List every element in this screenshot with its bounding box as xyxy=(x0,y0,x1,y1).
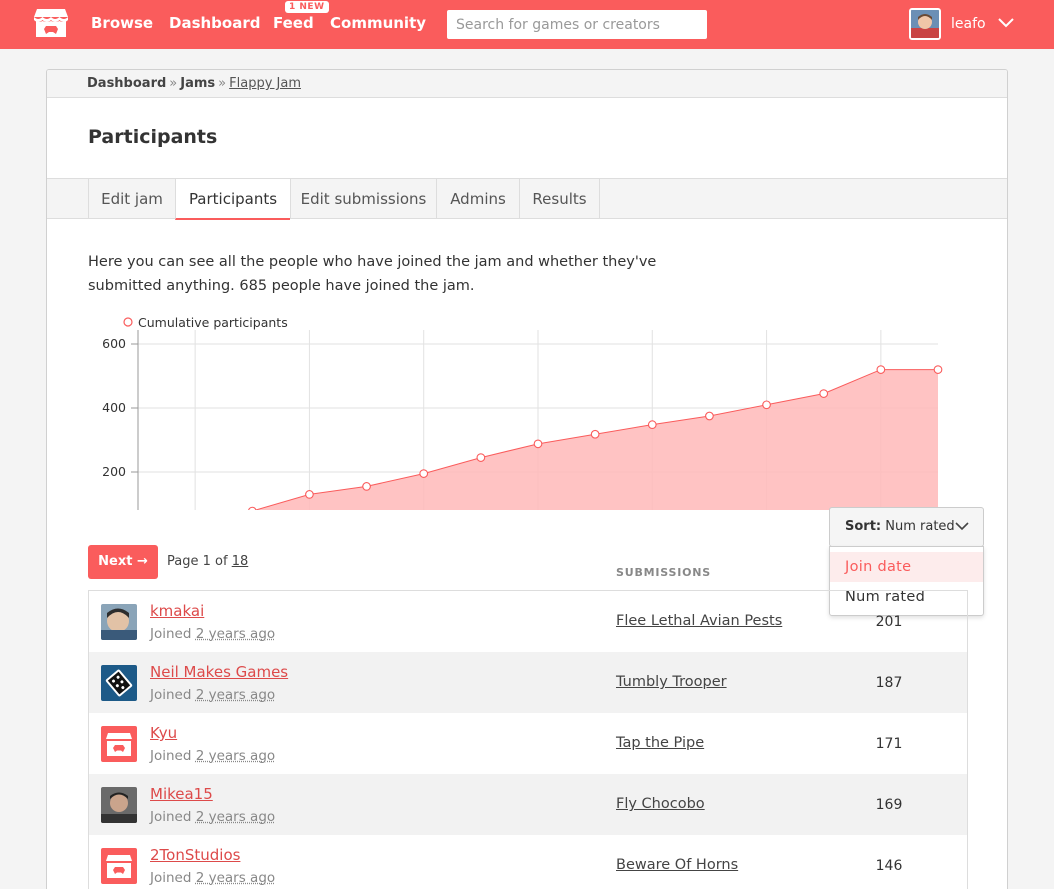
participants-table: kmakai Joined 2 years ago Flee Lethal Av… xyxy=(88,590,968,889)
data-point xyxy=(706,412,714,420)
data-point xyxy=(648,421,656,429)
rating-count: 146 xyxy=(869,858,909,874)
tab-admins[interactable]: Admins xyxy=(436,179,519,219)
submissions-column-header: SUBMISSIONS xyxy=(616,566,711,579)
participant-name[interactable]: Kyu xyxy=(150,724,177,742)
user-avatar[interactable] xyxy=(909,8,941,40)
joined-prefix: Joined xyxy=(150,809,191,825)
breadcrumb-dashboard[interactable]: Dashboard xyxy=(87,76,166,91)
table-row: Neil Makes Games Joined 2 years ago Tumb… xyxy=(89,652,967,713)
submission-link[interactable]: Flee Lethal Avian Pests xyxy=(616,613,782,629)
chevron-down-icon xyxy=(955,521,969,531)
sort-value: Num rated xyxy=(885,519,954,534)
last-page-link[interactable]: 18 xyxy=(232,554,249,569)
joined-prefix: Joined xyxy=(150,626,191,642)
breadcrumb-separator: » xyxy=(169,76,177,91)
joined-prefix: Joined xyxy=(150,870,191,886)
y-tick-label: 200 xyxy=(102,464,126,479)
data-point xyxy=(763,401,771,409)
page-info-text: Page 1 of xyxy=(167,554,228,569)
table-row: Kyu Joined 2 years ago Tap the Pipe 171 xyxy=(89,713,967,774)
main-card: Dashboard» Jams» Flappy Jam Participants E… xyxy=(46,69,1008,889)
y-tick-label: 400 xyxy=(102,400,126,415)
data-point xyxy=(591,430,599,438)
sort-option-join-date[interactable]: Join date xyxy=(830,552,983,582)
joined-time: 2 years ago xyxy=(196,870,275,886)
page-title: Participants xyxy=(88,126,217,148)
participant-name[interactable]: kmakai xyxy=(150,602,204,620)
data-point xyxy=(534,440,542,448)
data-point xyxy=(820,390,828,398)
table-row: 2TonStudios Joined 2 years ago Beware Of… xyxy=(89,835,967,889)
legend-marker xyxy=(124,318,132,326)
joined-date: Joined 2 years ago xyxy=(150,626,275,642)
submission-link[interactable]: Tumbly Trooper xyxy=(616,674,727,690)
breadcrumb: Dashboard» Jams» Flappy Jam xyxy=(47,70,1007,98)
data-point xyxy=(934,366,942,374)
participant-name[interactable]: Mikea15 xyxy=(150,785,213,803)
table-row: Mikea15 Joined 2 years ago Fly Chocobo 1… xyxy=(89,774,967,835)
avatar[interactable] xyxy=(101,604,137,640)
joined-prefix: Joined xyxy=(150,687,191,703)
tab-bar: Edit jam Participants Edit submissions A… xyxy=(47,178,1007,219)
nav-dashboard[interactable]: Dashboard xyxy=(169,14,260,32)
data-point xyxy=(306,491,314,499)
data-point xyxy=(420,470,428,478)
rating-count: 201 xyxy=(869,614,909,630)
avatar[interactable] xyxy=(101,848,137,884)
page-info: Page 1 of 18 xyxy=(167,554,248,569)
joined-time: 2 years ago xyxy=(196,687,275,703)
joined-date: Joined 2 years ago xyxy=(150,748,275,764)
data-point xyxy=(477,454,485,462)
breadcrumb-jams[interactable]: Jams xyxy=(180,76,215,91)
avatar[interactable] xyxy=(101,665,137,701)
sort-dropdown[interactable]: Sort: Num rated xyxy=(829,507,984,547)
nav-feed[interactable]: Feed xyxy=(273,14,314,32)
tab-results[interactable]: Results xyxy=(519,179,600,219)
joined-time: 2 years ago xyxy=(196,748,275,764)
submission-link[interactable]: Fly Chocobo xyxy=(616,796,705,812)
breadcrumb-separator: » xyxy=(218,76,226,91)
feed-new-badge: 1 NEW xyxy=(285,1,329,13)
intro-text: Here you can see all the people who have… xyxy=(88,250,708,298)
joined-date: Joined 2 years ago xyxy=(150,870,275,886)
joined-prefix: Joined xyxy=(150,748,191,764)
avatar[interactable] xyxy=(101,787,137,823)
user-menu-chevron-icon[interactable] xyxy=(998,17,1014,29)
sort-label: Sort: xyxy=(845,519,881,534)
nav-community[interactable]: Community xyxy=(330,14,426,32)
submission-link[interactable]: Beware Of Horns xyxy=(616,857,738,873)
tab-edit-submissions[interactable]: Edit submissions xyxy=(290,179,436,219)
breadcrumb-flappy-jam[interactable]: Flappy Jam xyxy=(229,76,301,91)
search-input[interactable] xyxy=(447,10,707,39)
chart-legend: Cumulative participants xyxy=(138,315,288,330)
rating-count: 169 xyxy=(869,797,909,813)
data-point xyxy=(877,366,885,374)
tab-edit-jam[interactable]: Edit jam xyxy=(88,179,175,219)
data-point xyxy=(248,507,256,510)
avatar[interactable] xyxy=(101,726,137,762)
submission-link[interactable]: Tap the Pipe xyxy=(616,735,704,751)
joined-date: Joined 2 years ago xyxy=(150,687,275,703)
nav-browse[interactable]: Browse xyxy=(91,14,153,32)
data-point xyxy=(363,483,371,491)
rating-count: 171 xyxy=(869,736,909,752)
username[interactable]: leafo xyxy=(951,16,986,32)
participant-name[interactable]: Neil Makes Games xyxy=(150,663,288,681)
top-nav-bar: Browse Dashboard Feed Community 1 NEW le… xyxy=(0,0,1054,49)
joined-date: Joined 2 years ago xyxy=(150,809,275,825)
participant-name[interactable]: 2TonStudios xyxy=(150,846,240,864)
joined-time: 2 years ago xyxy=(196,626,275,642)
y-tick-label: 600 xyxy=(102,336,126,351)
itchio-logo-icon[interactable] xyxy=(33,7,69,39)
participants-chart: Cumulative participants 6004002000Tue 11… xyxy=(83,310,963,510)
table-row: kmakai Joined 2 years ago Flee Lethal Av… xyxy=(89,591,967,652)
tab-participants[interactable]: Participants xyxy=(175,179,290,220)
next-page-button[interactable]: Next → xyxy=(88,545,158,579)
joined-time: 2 years ago xyxy=(196,809,275,825)
rating-count: 187 xyxy=(869,675,909,691)
